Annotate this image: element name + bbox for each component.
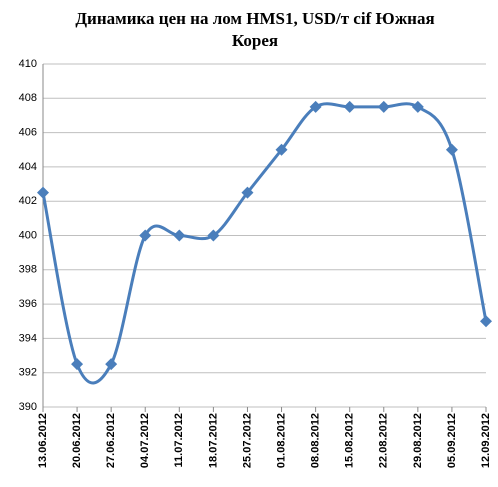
line: [41, 102, 488, 385]
marker: [377, 100, 390, 113]
y-tick-label: 406: [19, 127, 37, 139]
x-tick-label: 12.09.2012: [480, 413, 492, 468]
y-tick-label: 398: [19, 264, 37, 276]
x-tick-label: 04.07.2012: [139, 413, 151, 468]
x-tick-label: 27.06.2012: [105, 413, 117, 468]
x-tick-label: 15.08.2012: [344, 413, 356, 468]
y-tick-label: 402: [19, 195, 37, 207]
y-tick-label: 390: [19, 401, 37, 413]
marker: [105, 358, 118, 371]
y-tick-label: 396: [19, 298, 37, 310]
x-tick-label: 22.08.2012: [378, 413, 390, 468]
marker: [207, 229, 220, 242]
marker: [309, 100, 322, 113]
marker: [71, 358, 84, 371]
x-tick-label: 08.08.2012: [310, 413, 322, 468]
x-tick-label: 11.07.2012: [173, 413, 185, 467]
marker: [480, 315, 492, 328]
x-tick-label: 18.07.2012: [207, 413, 219, 468]
marker: [241, 186, 254, 199]
marker: [275, 143, 288, 156]
x-tick-label: 25.07.2012: [241, 413, 253, 468]
marker: [445, 143, 458, 156]
y-tick-label: 392: [19, 367, 37, 379]
x-tick-label: 01.08.2012: [275, 413, 287, 468]
marker: [139, 229, 152, 242]
y-tick-label: 400: [19, 229, 37, 241]
y-tick-label: 394: [19, 332, 37, 344]
x-tick-label: 13.06.2012: [37, 413, 49, 468]
marker: [411, 100, 424, 113]
marker: [37, 186, 49, 199]
x-tick-label: 05.09.2012: [446, 413, 458, 468]
y-tick-label: 410: [19, 58, 37, 70]
chart-title: Динамика цен на лом HMS1, USD/т cif Южна…: [75, 9, 434, 50]
marker: [173, 229, 186, 242]
x-tick-label: 20.06.2012: [71, 413, 83, 468]
y-tick-label: 404: [19, 161, 37, 173]
marker: [343, 100, 356, 113]
y-tick-label: 408: [19, 92, 37, 104]
x-tick-label: 29.08.2012: [412, 413, 424, 468]
